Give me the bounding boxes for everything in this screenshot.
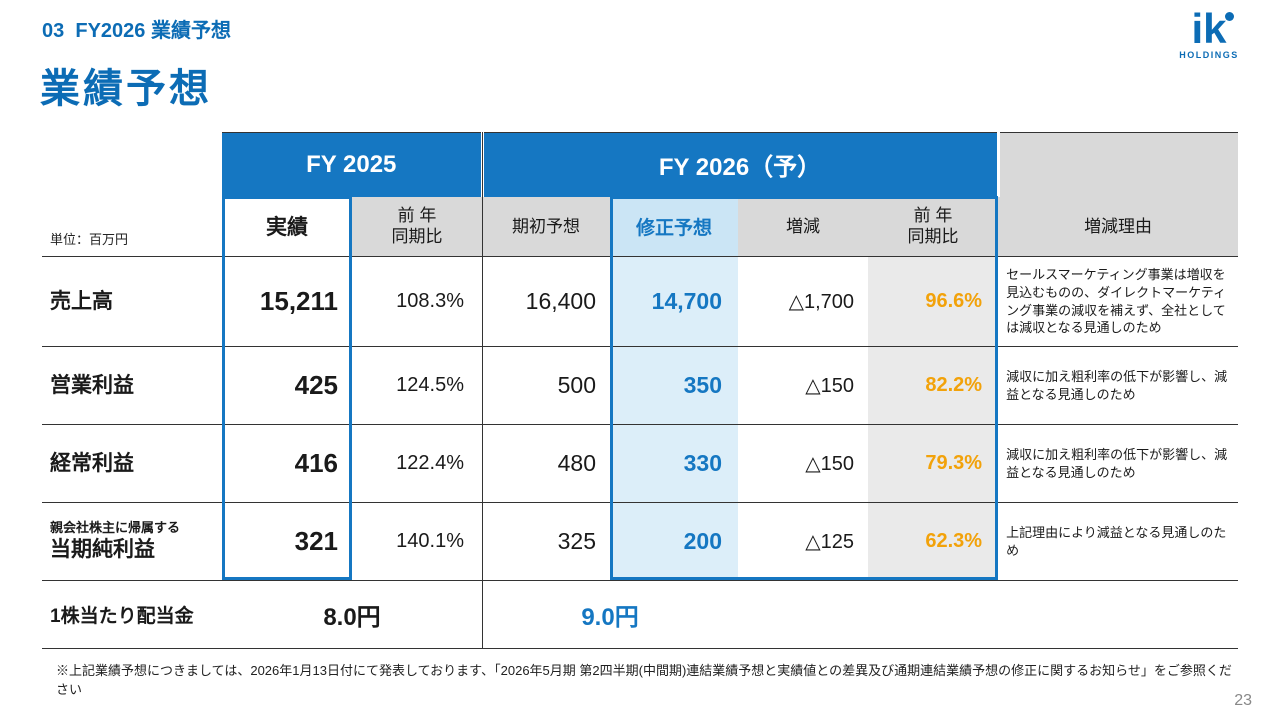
logo-dot-icon [1225,12,1234,21]
cell-revised: 200 [610,502,739,581]
page-title: 業績予想 [40,67,212,111]
fy2026-group-header: FY 2026（予） [480,132,999,197]
cell-reason: 減収に加え粗利率の低下が影響し、減益となる見通しのため [998,346,1239,425]
slide-kicker: 03 FY2026 業績予想 [42,20,231,42]
cell-revised: 14,700 [610,256,739,347]
logo-mark: ik [1191,5,1227,52]
cell-yoy: 82.2% [868,346,999,425]
cell-reason: 上記理由により減益となる見通しのため [998,502,1239,581]
cell-yoy: 62.3% [868,502,999,581]
unit-label: 単位：百万円 [42,196,222,257]
table-row-dividend: 1株当たり配当金 8.0円 9.0円 [42,580,1239,649]
forecast-table-grid: FY 2025 FY 2026（予） 単位：百万円 実績 前 年 同期比 期初予… [42,132,1239,649]
group-header-row: FY 2025 FY 2026（予） [42,132,1239,197]
cell-reason: セールスマーケティング事業は増収を見込むものの、ダイレクトマーケティング事業の減… [998,256,1239,347]
cell-actual: 425 [222,346,352,425]
cell-yoy-prev: 124.5% [352,346,483,425]
dividend-fy2025: 8.0円 [222,580,483,649]
col-header-initial: 期初予想 [482,196,611,257]
cell-revised: 350 [610,346,739,425]
cell-revised: 330 [610,424,739,503]
cell-initial: 480 [482,424,611,503]
cell-initial: 325 [482,502,611,581]
col-header-reason: 増減理由 [998,196,1239,257]
fy2025-group-header: FY 2025 [222,132,483,197]
row-label: 親会社株主に帰属する当期純利益 [42,502,222,581]
row-label: 経常利益 [42,424,222,503]
table-row-operating-income: 営業利益 425 124.5% 500 350 △150 82.2% 減収に加え… [42,346,1239,425]
row-label: 売上高 [42,256,222,347]
cell-actual: 416 [222,424,352,503]
cell-actual: 321 [222,502,352,581]
row-label: 営業利益 [42,346,222,425]
row-label-text: 営業利益 [50,373,134,397]
cell-yoy: 96.6% [868,256,999,347]
col-header-change: 増減 [738,196,869,257]
cell-yoy: 79.3% [868,424,999,503]
column-header-row: 単位：百万円 実績 前 年 同期比 期初予想 修正予想 増減 前 年 同期比 増… [42,196,1239,257]
cell-yoy-prev: 108.3% [352,256,483,347]
col-header-revised: 修正予想 [610,196,739,257]
row-label-text: 経常利益 [50,451,134,475]
dividend-empty-cell [738,580,1239,649]
table-row-sales: 売上高 15,211 108.3% 16,400 14,700 △1,700 9… [42,256,1239,347]
cell-yoy-prev: 140.1% [352,502,483,581]
cell-yoy-prev: 122.4% [352,424,483,503]
cell-change: △125 [738,502,869,581]
footnote: ※上記業績予想につきましては、2026年1月13日付にて発表しております、「20… [56,663,1232,697]
cell-change: △1,700 [738,256,869,347]
cell-actual: 15,211 [222,256,352,347]
cell-initial: 16,400 [482,256,611,347]
page-number: 23 [1234,692,1252,709]
col-header-yoy-prev: 前 年 同期比 [352,196,483,257]
row-label-text: 売上高 [50,289,113,313]
reason-header-top [996,132,1239,197]
col-header-yoy: 前 年 同期比 [868,196,999,257]
row-sublabel: 親会社株主に帰属する [50,520,181,536]
col-header-actual: 実績 [222,196,352,257]
cell-change: △150 [738,346,869,425]
dividend-label: 1株当たり配当金 [42,580,222,649]
group-header-spacer [42,133,222,197]
forecast-table: FY 2025 FY 2026（予） 単位：百万円 実績 前 年 同期比 期初予… [42,132,1239,649]
company-logo: ik HOLDINGS [1166,5,1252,61]
table-row-net-income: 親会社株主に帰属する 当期純利益 321 140.1% 325 200 △125 … [42,502,1239,581]
cell-reason: 減収に加え粗利率の低下が影響し、減益となる見通しのため [998,424,1239,503]
cell-change: △150 [738,424,869,503]
cell-initial: 500 [482,346,611,425]
row-label-text: 当期純利益 [50,538,155,562]
dividend-fy2026: 9.0円 [482,580,739,649]
logo-holdings-label: HOLDINGS [1179,50,1239,60]
table-row-ordinary-income: 経常利益 416 122.4% 480 330 △150 79.3% 減収に加え… [42,424,1239,503]
